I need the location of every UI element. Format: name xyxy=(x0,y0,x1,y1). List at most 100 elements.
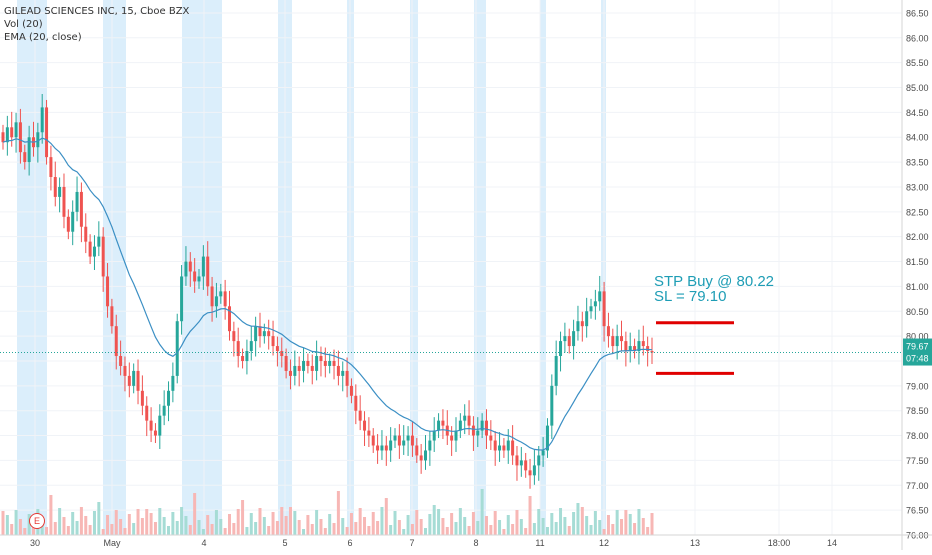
candle-body xyxy=(541,450,545,456)
candle-body xyxy=(171,375,175,391)
candle-body xyxy=(175,321,179,376)
candle-body xyxy=(624,341,628,352)
candle-body xyxy=(332,360,336,366)
volume-bar xyxy=(31,523,35,535)
volume-bar xyxy=(293,511,297,535)
candle-body xyxy=(184,261,188,277)
candle-body xyxy=(598,291,602,302)
ema-indicator-label[interactable]: EMA (20, close) xyxy=(4,32,82,43)
time-tick-label: 13 xyxy=(690,538,700,548)
candle-body xyxy=(450,435,454,441)
volume-bar xyxy=(559,508,563,535)
volume-bar xyxy=(315,510,319,535)
volume-bar xyxy=(441,518,445,535)
candle-body xyxy=(506,440,510,451)
volume-bar xyxy=(567,526,571,535)
volume-bar xyxy=(646,527,650,535)
price-tick-label: 84.00 xyxy=(906,133,929,143)
candle-body xyxy=(637,341,641,352)
volume-bar xyxy=(515,510,519,535)
volume-bar xyxy=(336,491,340,535)
candle-body xyxy=(611,336,615,347)
earnings-marker-icon[interactable]: E xyxy=(29,513,45,529)
price-tick-label: 77.50 xyxy=(906,456,929,466)
price-tick-label: 85.00 xyxy=(906,83,929,93)
candle-body xyxy=(484,420,488,436)
price-tick-label: 82.00 xyxy=(906,232,929,242)
candle-body xyxy=(53,177,57,197)
candle-body xyxy=(424,450,428,461)
candle-body xyxy=(402,440,406,446)
volume-bar xyxy=(123,528,127,535)
symbol-title[interactable]: GILEAD SCIENCES INC, 15, Cboe BZX xyxy=(4,6,190,17)
candle-body xyxy=(101,236,105,277)
candle-body xyxy=(145,405,149,421)
volume-bar xyxy=(580,507,584,535)
volume-bar xyxy=(437,509,441,535)
volume-bar xyxy=(319,519,323,535)
volume-bar xyxy=(193,493,197,535)
trade-annotation[interactable]: STP Buy @ 80.22 SL = 79.10 xyxy=(654,274,774,304)
candle-body xyxy=(389,440,393,451)
session-band xyxy=(103,0,126,535)
time-tick-label: 12 xyxy=(599,538,609,548)
last-price-badge[interactable] xyxy=(903,338,932,366)
volume-bar xyxy=(241,500,245,535)
ema-path xyxy=(2,137,653,451)
ema-line xyxy=(2,137,653,451)
candle-body xyxy=(572,331,576,347)
volume-bar xyxy=(49,495,53,535)
volume-bar xyxy=(180,507,184,535)
price-axis[interactable]: 76.0076.5077.0077.5078.0078.5079.0079.50… xyxy=(901,0,932,550)
candle-body xyxy=(384,445,388,451)
volume-bar xyxy=(628,514,632,535)
time-tick-label: 11 xyxy=(535,538,544,548)
volume-bar xyxy=(393,511,397,535)
volume-bar xyxy=(114,510,118,535)
level-lines[interactable] xyxy=(656,321,734,375)
volume-bar xyxy=(480,489,484,535)
price-tick-label: 85.50 xyxy=(906,58,929,68)
candle-body xyxy=(489,435,493,441)
candle-body xyxy=(275,346,279,352)
time-axis[interactable]: 30 May 4 5 6 7 8 11 12 13 18:00 14 xyxy=(0,534,932,548)
volume-bar xyxy=(554,522,558,535)
volume-bar xyxy=(79,507,83,535)
candle-body xyxy=(419,455,423,461)
candle-body xyxy=(210,286,214,307)
volume-bar xyxy=(363,517,367,535)
candle-body xyxy=(511,440,515,456)
volume-indicator-label[interactable]: Vol (20) xyxy=(4,19,43,30)
volume-bar xyxy=(271,512,275,535)
volume-bar xyxy=(66,526,70,535)
candle-body xyxy=(114,326,118,357)
candle-body xyxy=(62,186,66,217)
volume-bar xyxy=(458,508,462,535)
price-tick-label: 83.50 xyxy=(906,158,929,168)
candle-body xyxy=(349,385,353,396)
volume-bar xyxy=(419,519,423,535)
stop-loss-text: SL = 79.10 xyxy=(654,288,727,305)
candle-body xyxy=(646,346,650,352)
candle-body xyxy=(306,360,310,366)
candle-body xyxy=(319,356,323,361)
volume-bar xyxy=(611,524,615,535)
volume-bar xyxy=(188,525,192,535)
volume-bar xyxy=(445,527,449,535)
session-band xyxy=(17,0,47,535)
candle-body xyxy=(58,186,62,197)
candle-body xyxy=(328,360,332,366)
candle-body xyxy=(119,356,123,366)
volume-bar xyxy=(106,515,110,535)
volume-bar xyxy=(506,515,510,535)
volume-bar xyxy=(249,513,253,535)
volume-bar xyxy=(153,522,157,535)
candle-body xyxy=(23,152,27,163)
time-tick-label: 4 xyxy=(201,538,206,548)
candle-body xyxy=(241,356,245,361)
volume-bar xyxy=(236,509,240,535)
price-tick-label: 76.50 xyxy=(906,506,929,516)
candle-body xyxy=(367,430,371,436)
